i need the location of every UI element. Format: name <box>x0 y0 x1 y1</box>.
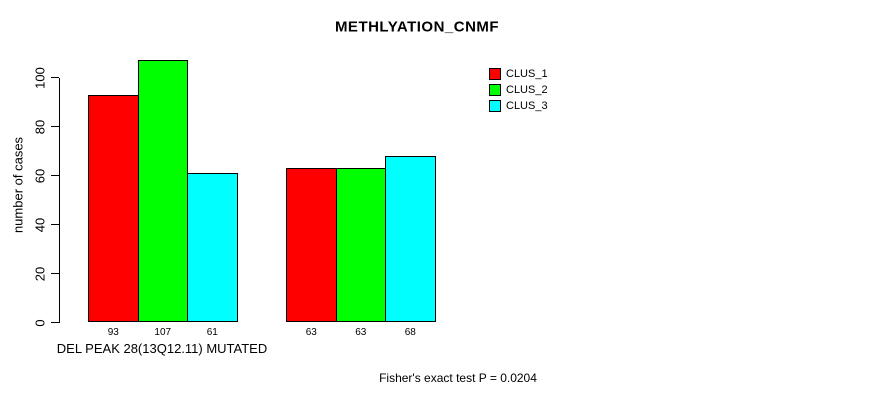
chart-title: METHLYATION_CNMF <box>334 18 500 36</box>
legend-label: CLUS_3 <box>506 99 548 112</box>
y-axis-line <box>59 77 60 323</box>
legend-label: CLUS_1 <box>506 67 548 80</box>
legend-label: CLUS_2 <box>506 83 548 96</box>
bar-value-label: 107 <box>154 327 172 338</box>
y-axis-tick-label: 60 <box>32 168 48 183</box>
y-axis-tick-label: 100 <box>32 66 48 89</box>
y-axis-tick <box>51 126 59 127</box>
annotation-text: Fisher's exact test P = 0.0204 <box>379 371 537 385</box>
y-axis-tick <box>51 224 59 225</box>
bar-clus_2-group1 <box>137 60 188 323</box>
y-axis-tick <box>51 273 59 274</box>
y-axis-tick-label: 40 <box>32 217 48 232</box>
bar-value-label: 63 <box>355 327 367 338</box>
bar-value-label: 61 <box>206 327 218 338</box>
bar-clus_2-group2 <box>335 168 386 323</box>
y-axis-tick-label: 0 <box>32 318 48 327</box>
bar-value-label: 93 <box>107 327 119 338</box>
y-axis-tick <box>51 322 59 323</box>
y-axis-title: number of cases <box>10 136 26 234</box>
legend-row-clus_1: CLUS_1 <box>489 68 548 81</box>
bar-clus_3-group2 <box>385 155 436 323</box>
y-axis-tick-label: 20 <box>32 266 48 281</box>
x-axis-label: DEL PEAK 28(13Q12.11) MUTATED <box>56 341 268 356</box>
bar-value-label: 68 <box>404 327 416 338</box>
bar-clus_3-group1 <box>187 173 238 323</box>
legend-row-clus_3: CLUS_3 <box>489 100 548 113</box>
y-axis-tick <box>51 175 59 176</box>
legend-swatch-icon <box>489 84 501 96</box>
legend-row-clus_2: CLUS_2 <box>489 84 548 97</box>
legend-swatch-icon <box>489 100 501 112</box>
legend-swatch-icon <box>489 68 501 80</box>
y-axis-tick <box>51 77 59 78</box>
bar-clus_1-group2 <box>286 168 337 323</box>
bar-value-label: 63 <box>305 327 317 338</box>
y-axis-tick-label: 80 <box>32 119 48 134</box>
bar-clus_1-group1 <box>88 94 139 323</box>
